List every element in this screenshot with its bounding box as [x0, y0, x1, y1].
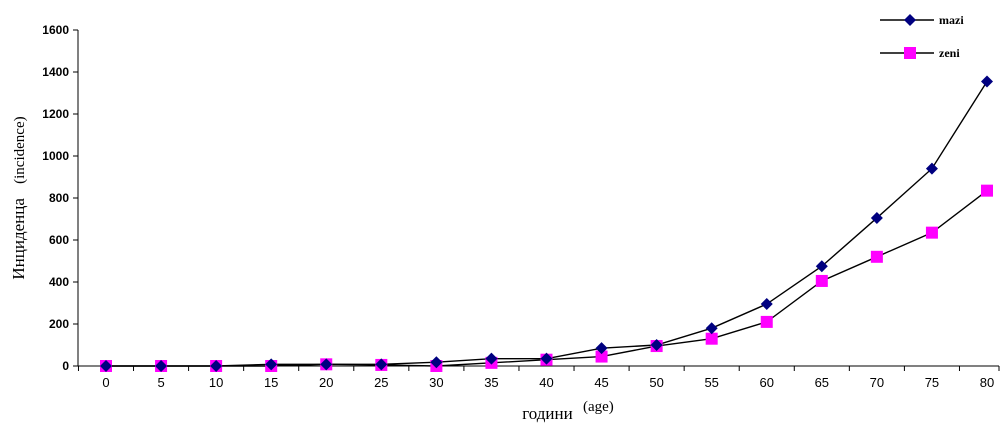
x-axis-title: години (age) — [522, 399, 614, 423]
series-markers — [100, 75, 993, 372]
y-tick-label: 400 — [49, 275, 69, 289]
x-tick-label: 40 — [539, 375, 553, 390]
data-point-mazi — [265, 358, 278, 371]
data-point-mazi — [595, 342, 608, 355]
x-tick-label: 70 — [870, 375, 884, 390]
legend: mazi zeni — [880, 13, 964, 60]
y-axis-title-suffix: (incidence) — [12, 116, 28, 183]
data-point-mazi — [430, 356, 443, 369]
legend-marker-mazi — [904, 14, 916, 26]
x-axis-title-main: години — [522, 404, 573, 423]
y-tick-label: 0 — [62, 359, 69, 373]
x-tick-label: 25 — [374, 375, 388, 390]
x-tick-label: 10 — [209, 375, 223, 390]
series-line-mazi — [106, 81, 988, 367]
data-point-mazi — [210, 360, 223, 372]
data-point-mazi — [155, 360, 168, 372]
legend-marker-zeni — [904, 47, 916, 59]
x-tick-label: 50 — [649, 375, 663, 390]
x-tick-label: 15 — [264, 375, 278, 390]
x-tick-label: 45 — [594, 375, 608, 390]
data-point-mazi — [870, 211, 883, 224]
y-axis-ticks: 0 200 400 600 800 1000 1200 1400 1600 — [42, 23, 78, 373]
y-axis-title: Инциденца (incidence) — [9, 116, 28, 279]
x-tick-label: 0 — [102, 375, 109, 390]
data-point-mazi — [320, 358, 333, 371]
x-tick-label: 55 — [704, 375, 718, 390]
data-point-zeni — [870, 250, 883, 263]
data-point-zeni — [705, 332, 718, 345]
x-tick-label: 65 — [815, 375, 829, 390]
y-tick-label: 200 — [49, 317, 69, 331]
data-point-zeni — [815, 274, 828, 287]
data-point-mazi — [925, 162, 938, 175]
legend-label-zeni: zeni — [939, 46, 960, 60]
data-point-zeni — [981, 184, 993, 197]
x-axis-ticks: 0 5 10 15 20 25 30 35 40 45 50 55 60 65 70 75 80 — [77, 366, 1000, 390]
data-point-mazi — [760, 298, 773, 311]
data-point-mazi — [815, 260, 828, 273]
x-tick-label: 75 — [925, 375, 939, 390]
data-point-mazi — [540, 352, 553, 365]
y-tick-label: 1000 — [42, 149, 69, 163]
y-tick-label: 800 — [49, 191, 69, 205]
axes — [77, 30, 999, 367]
x-tick-label: 20 — [319, 375, 333, 390]
data-point-mazi — [981, 75, 993, 88]
x-tick-label: 5 — [157, 375, 164, 390]
y-tick-label: 1600 — [42, 23, 69, 37]
data-point-zeni — [595, 350, 608, 363]
x-tick-label: 60 — [760, 375, 774, 390]
y-axis-title-main: Инциденца — [9, 198, 28, 280]
data-point-zeni — [760, 315, 773, 328]
x-tick-label: 30 — [429, 375, 443, 390]
x-tick-label: 80 — [980, 375, 994, 390]
x-tick-label: 35 — [484, 375, 498, 390]
y-tick-label: 600 — [49, 233, 69, 247]
y-tick-label: 1200 — [42, 107, 69, 121]
data-point-mazi — [375, 358, 388, 371]
x-axis-title-suffix: (age) — [583, 399, 614, 415]
data-point-mazi — [485, 352, 498, 365]
series-lines — [106, 81, 988, 367]
series-line-zeni — [106, 190, 988, 367]
data-point-mazi — [100, 360, 112, 372]
data-point-mazi — [705, 322, 718, 335]
y-tick-label: 1400 — [42, 65, 69, 79]
data-point-zeni — [925, 226, 938, 239]
legend-label-mazi: mazi — [939, 13, 964, 27]
data-point-mazi — [650, 339, 663, 351]
